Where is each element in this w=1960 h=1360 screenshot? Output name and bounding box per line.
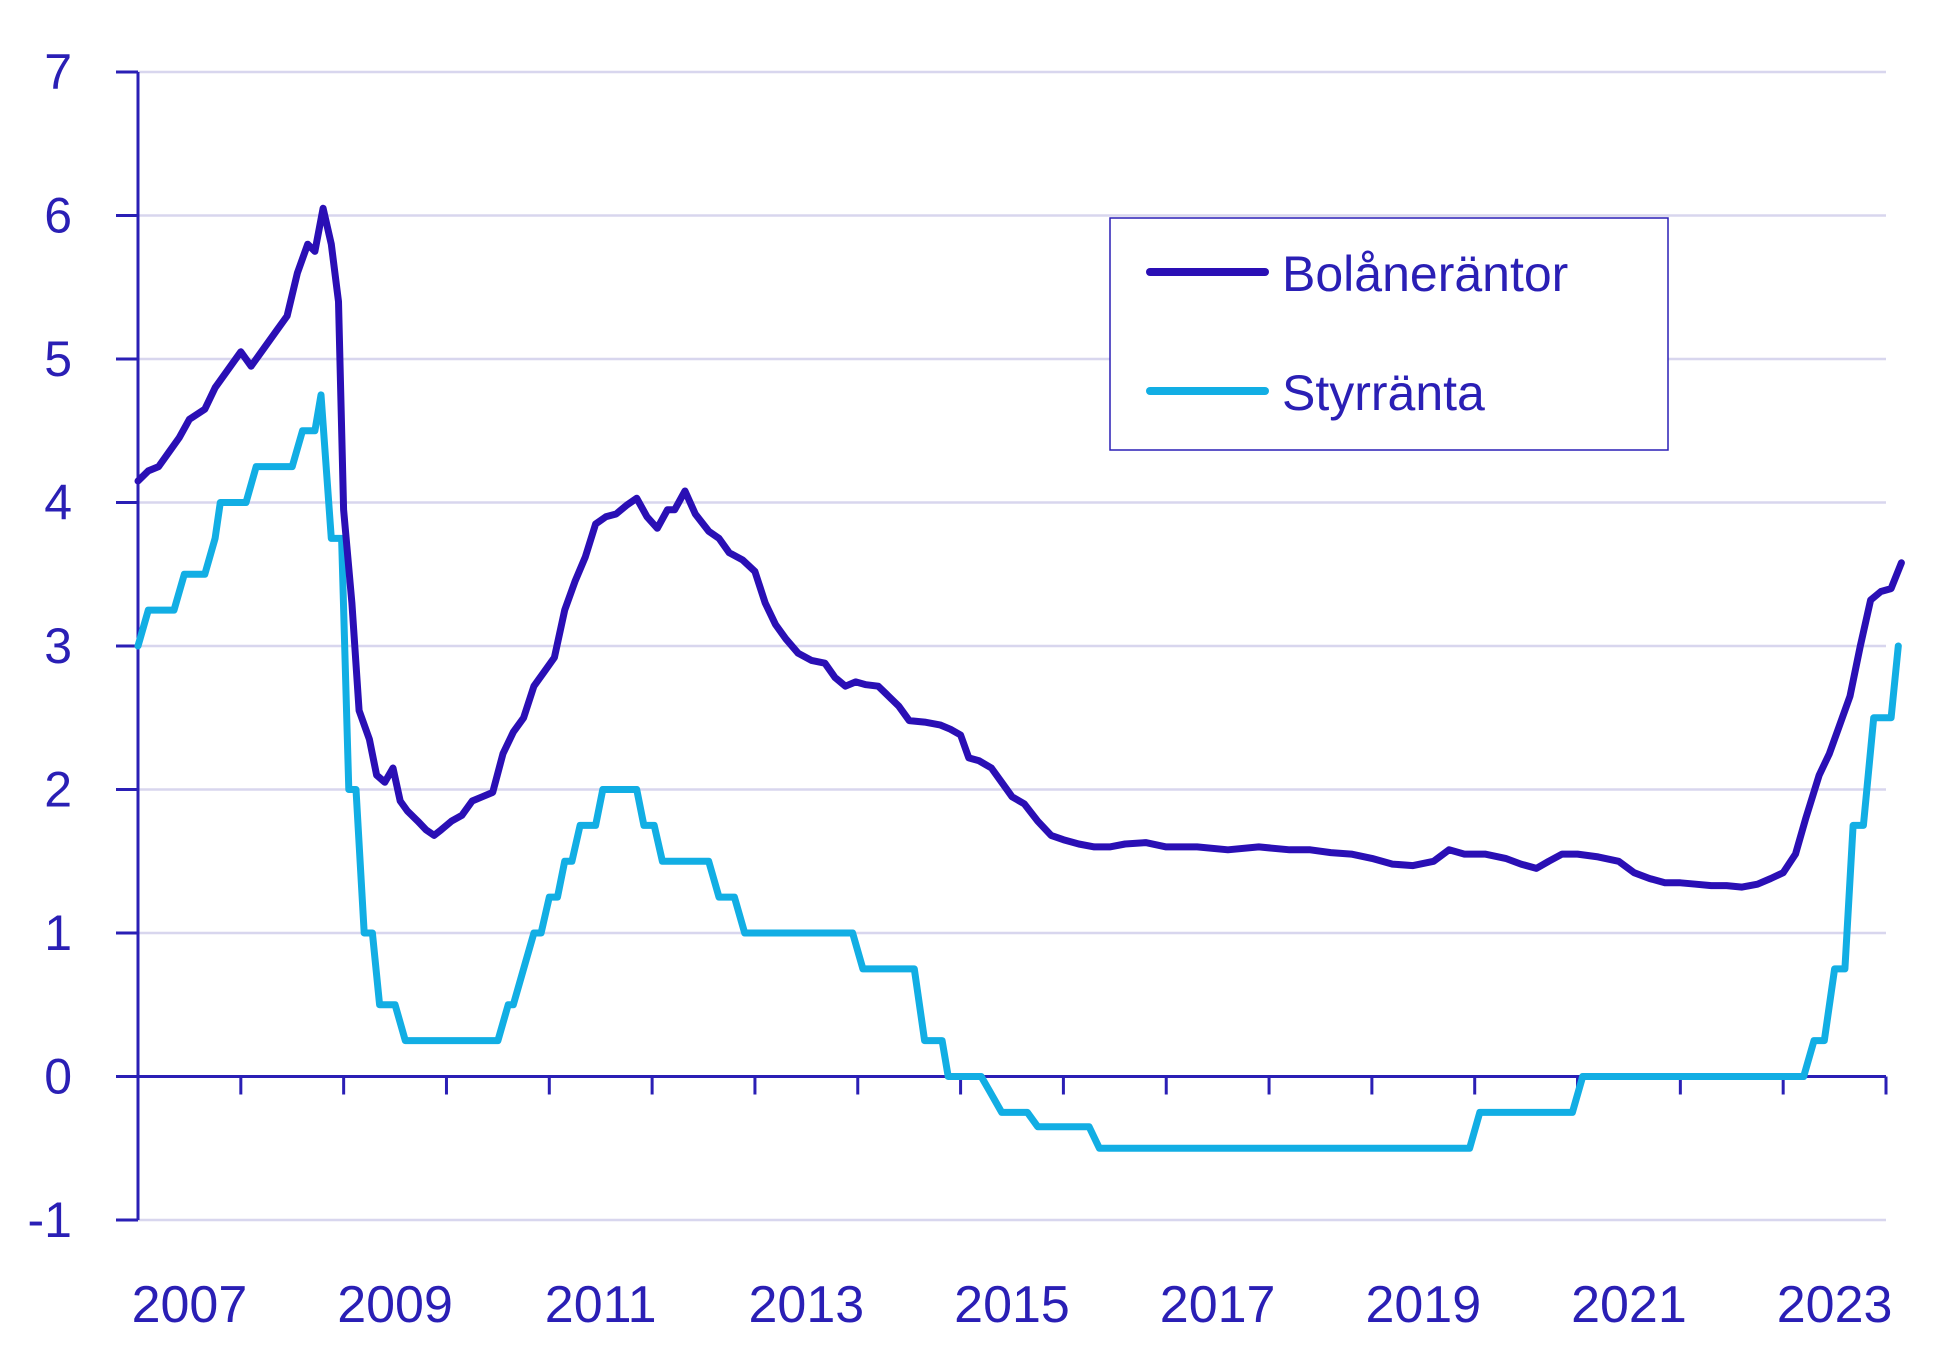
y-tick-label: 3 — [44, 618, 72, 674]
x-tick-label: 2023 — [1777, 1276, 1893, 1334]
legend-label-styrranta: Styrränta — [1282, 365, 1485, 421]
y-tick-label: 7 — [44, 44, 72, 100]
x-tick-label: 2009 — [337, 1276, 453, 1334]
x-tick-label: 2021 — [1571, 1276, 1687, 1334]
y-tick-label: 4 — [44, 475, 72, 531]
series-line-styrranta — [138, 395, 1898, 1148]
x-tick-label: 2007 — [132, 1276, 248, 1334]
legend: Bolåneräntor Styrränta — [1110, 218, 1668, 450]
y-tick-label: 5 — [44, 331, 72, 387]
legend-label-bolanerantor: Bolåneräntor — [1282, 246, 1568, 302]
y-tick-label: -1 — [28, 1192, 72, 1248]
x-tick-label: 2015 — [954, 1276, 1070, 1334]
x-tick-label: 2017 — [1160, 1276, 1276, 1334]
y-tick-label: 6 — [44, 188, 72, 244]
y-tick-label: 2 — [44, 762, 72, 818]
x-tick-label: 2011 — [545, 1276, 657, 1334]
x-tick-label: 2013 — [749, 1276, 865, 1334]
x-tick-label: 2019 — [1365, 1276, 1481, 1334]
y-tick-label: 1 — [44, 905, 72, 961]
y-tick-label: 0 — [44, 1049, 72, 1105]
